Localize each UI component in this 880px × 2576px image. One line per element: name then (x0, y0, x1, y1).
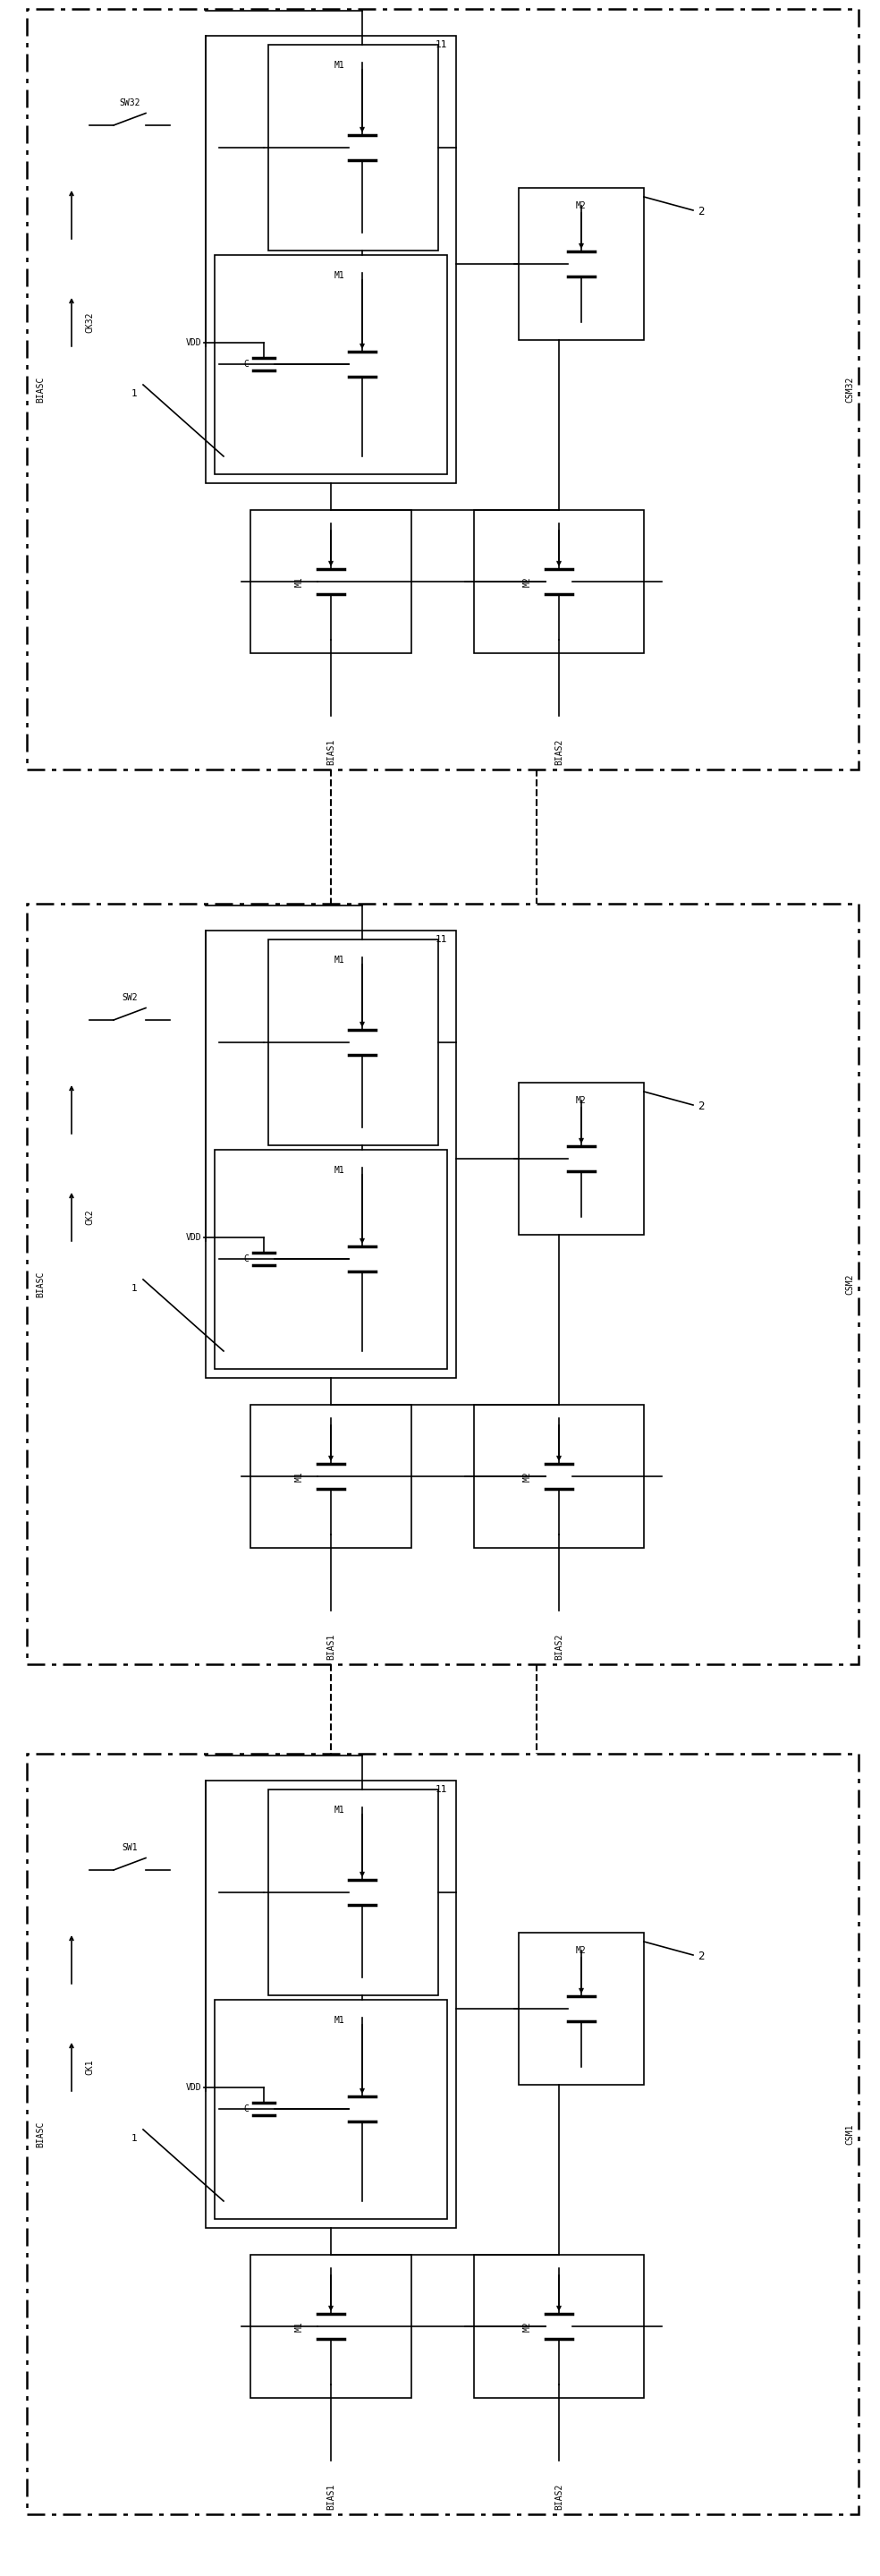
Text: 11: 11 (435, 41, 447, 49)
Bar (251, 510, 411, 654)
Text: CK2: CK2 (85, 1208, 94, 1224)
Text: VDD: VDD (186, 2084, 202, 2092)
Text: 2: 2 (698, 1950, 704, 1963)
Text: M1: M1 (295, 1471, 304, 1481)
Bar (206, 36, 456, 484)
Bar (251, 1404, 411, 1548)
Bar (518, 188, 644, 340)
Text: BIAS1: BIAS1 (326, 2483, 335, 2509)
Text: C: C (244, 361, 249, 368)
Bar (215, 1999, 447, 2218)
Bar (26, 904, 859, 1664)
Text: M2: M2 (576, 201, 587, 211)
Bar (251, 2254, 411, 2398)
Text: BIASC: BIASC (36, 1270, 45, 1298)
Text: 1: 1 (131, 2133, 137, 2143)
Text: BIAS2: BIAS2 (554, 1633, 563, 1659)
Text: 2: 2 (698, 206, 704, 216)
Bar (206, 1780, 456, 2228)
Bar (268, 1790, 438, 1996)
Text: SW1: SW1 (121, 1844, 137, 1852)
Text: CSM32: CSM32 (845, 376, 854, 402)
Text: CSM2: CSM2 (845, 1273, 854, 1296)
Bar (518, 1082, 644, 1234)
Text: 11: 11 (435, 935, 447, 943)
Text: M2: M2 (576, 1945, 587, 1955)
Text: M1: M1 (334, 270, 345, 281)
Bar (268, 940, 438, 1146)
Bar (518, 1932, 644, 2084)
Text: M1: M1 (334, 1167, 345, 1175)
Bar (474, 1404, 644, 1548)
Text: 2: 2 (698, 1100, 704, 1113)
Text: SW32: SW32 (119, 98, 140, 108)
Text: BIASC: BIASC (36, 2120, 45, 2148)
Text: CK32: CK32 (85, 312, 94, 332)
Bar (268, 44, 438, 250)
Text: M1: M1 (334, 2017, 345, 2025)
Text: VDD: VDD (186, 1234, 202, 1242)
Text: C: C (244, 1255, 249, 1262)
Text: BIAS2: BIAS2 (554, 739, 563, 765)
Text: BIAS2: BIAS2 (554, 2483, 563, 2509)
Bar (26, 1754, 859, 2514)
Text: CSM1: CSM1 (845, 2123, 854, 2143)
Bar (474, 2254, 644, 2398)
Bar (215, 255, 447, 474)
Text: M2: M2 (524, 2321, 532, 2331)
Text: BIAS1: BIAS1 (326, 1633, 335, 1659)
Text: M1: M1 (295, 577, 304, 587)
Bar (215, 1149, 447, 1368)
Text: M2: M2 (576, 1095, 587, 1105)
Text: M1: M1 (334, 62, 345, 70)
Text: M2: M2 (524, 1471, 532, 1481)
Bar (26, 8, 859, 770)
Text: BIASC: BIASC (36, 376, 45, 402)
Text: M1: M1 (295, 2321, 304, 2331)
Text: C: C (244, 2105, 249, 2112)
Text: BIAS1: BIAS1 (326, 739, 335, 765)
Text: CK1: CK1 (85, 2058, 94, 2074)
Text: SW2: SW2 (121, 994, 137, 1002)
Text: M1: M1 (334, 1806, 345, 1814)
Text: 1: 1 (131, 389, 137, 399)
Text: VDD: VDD (186, 337, 202, 348)
Text: 11: 11 (435, 1785, 447, 1793)
Text: M2: M2 (524, 577, 532, 587)
Text: 1: 1 (131, 1283, 137, 1293)
Bar (474, 510, 644, 654)
Bar (206, 930, 456, 1378)
Text: M1: M1 (334, 956, 345, 963)
